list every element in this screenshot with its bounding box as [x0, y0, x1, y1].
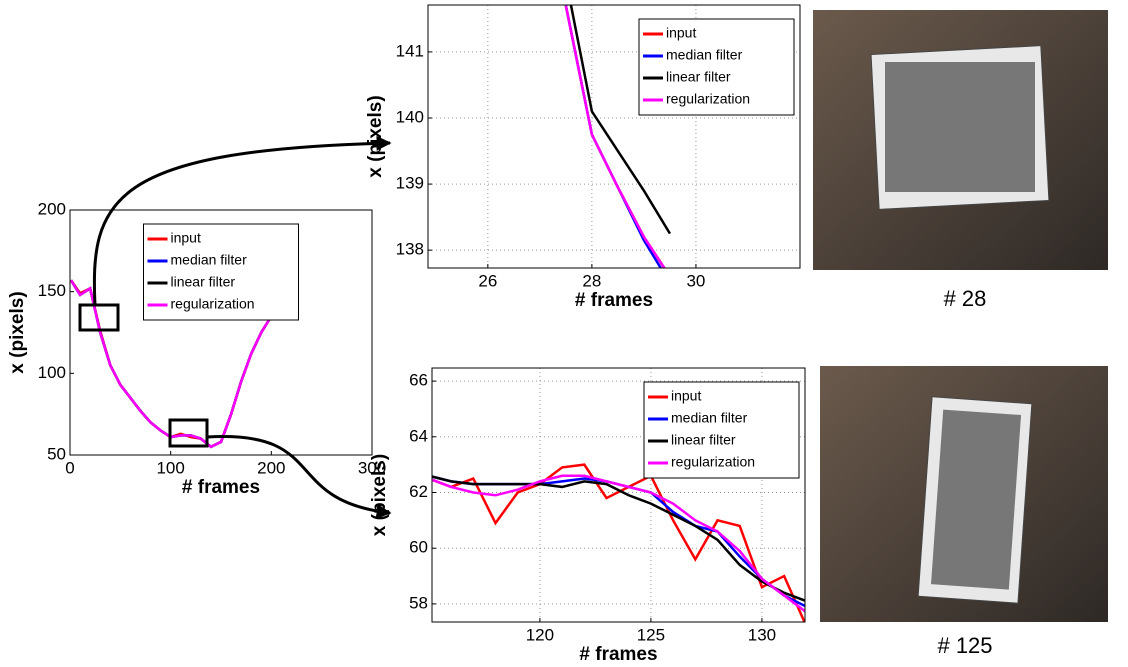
paper-print	[885, 62, 1035, 192]
legend-label: input	[171, 230, 201, 246]
caption: # 125	[937, 633, 992, 658]
figure: # 28 # 125 010020030050100150200inputmed…	[0, 0, 1128, 667]
page: # 28 # 125 010020030050100150200inputmed…	[0, 0, 1128, 667]
y-axis-label: x (pixels)	[365, 95, 386, 177]
y-tick-label: 138	[396, 240, 424, 259]
legend-label: linear filter	[666, 69, 731, 85]
y-axis-label: x (pixels)	[369, 454, 390, 536]
legend-label: input	[671, 388, 701, 404]
legend-label: median filter	[171, 252, 248, 268]
y-tick-label: 62	[409, 482, 428, 501]
y-tick-label: 141	[396, 41, 424, 60]
legend-label: regularization	[666, 91, 750, 107]
y-tick-label: 64	[409, 426, 428, 445]
x-axis-label: # frames	[579, 644, 657, 665]
legend-label: regularization	[171, 296, 255, 312]
x-tick-label: 200	[257, 458, 285, 477]
x-tick-label: 100	[156, 458, 184, 477]
y-tick-label: 150	[38, 281, 66, 300]
legend-label: median filter	[671, 410, 748, 426]
x-tick-label: 26	[478, 271, 497, 290]
y-tick-label: 139	[396, 174, 424, 193]
legend-label: regularization	[671, 454, 755, 470]
x-axis-label: # frames	[575, 290, 653, 311]
legend-label: linear filter	[671, 432, 736, 448]
legend-label: linear filter	[171, 274, 236, 290]
x-tick-label: 125	[637, 625, 665, 644]
x-tick-label: 120	[526, 625, 554, 644]
y-tick-label: 60	[409, 538, 428, 557]
x-tick-label: 130	[748, 625, 776, 644]
y-axis-label: x (pixels)	[7, 291, 28, 373]
y-tick-label: 66	[409, 371, 428, 390]
y-tick-label: 200	[38, 199, 66, 218]
x-tick-label: 28	[582, 271, 601, 290]
y-tick-label: 100	[38, 363, 66, 382]
y-tick-label: 140	[396, 107, 424, 126]
legend-label: input	[666, 25, 696, 41]
x-tick-label: 0	[65, 458, 74, 477]
legend-label: median filter	[666, 47, 743, 63]
y-tick-label: 50	[47, 444, 66, 463]
y-tick-label: 58	[409, 593, 428, 612]
x-axis-label: # frames	[182, 477, 260, 498]
paper-print	[931, 410, 1021, 590]
x-tick-label: 30	[686, 271, 705, 290]
caption: # 28	[944, 286, 987, 311]
